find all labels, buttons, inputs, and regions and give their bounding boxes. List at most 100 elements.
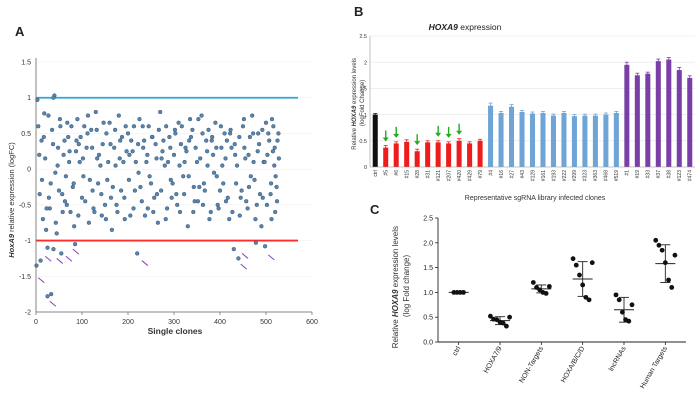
panel-a-point — [253, 217, 258, 222]
panel-c-y-axis-pre: Relative — [391, 317, 400, 348]
panel-c-point — [580, 282, 586, 288]
panel-a-point — [50, 142, 56, 147]
panel-a-point — [148, 181, 154, 186]
panel-a-point — [74, 138, 79, 143]
panel-b-x-tick-label: ctrl — [373, 170, 379, 177]
panel-b-x-tick-label: #161 — [541, 170, 547, 181]
panel-a-x-tick-label: 200 — [122, 319, 134, 326]
panel-a-point — [85, 113, 91, 118]
panel-c-point — [586, 297, 592, 303]
panel-a-point — [68, 209, 73, 215]
panel-a-point — [95, 156, 100, 161]
panel-a-point — [221, 181, 226, 186]
panel-a-point — [138, 184, 143, 190]
panel-a-point — [204, 138, 209, 143]
panel-a-point — [260, 127, 265, 132]
panel-a-point — [151, 209, 156, 215]
panel-a-point — [194, 159, 200, 165]
panel-a-point — [195, 199, 201, 204]
panel-a-point — [54, 231, 59, 236]
panel-a-point — [55, 145, 61, 150]
panel-a-point — [268, 192, 273, 197]
panel-a-point — [76, 213, 81, 218]
panel-b-x-tick-label: #207 — [446, 170, 452, 181]
panel-a-arrow — [240, 263, 248, 270]
panel-c-x-tick-label: HOXA/B/C/D — [560, 346, 586, 385]
panel-a-y-tick-label: -1.5 — [19, 274, 31, 281]
panel-c-axes — [437, 218, 686, 343]
panel-a-point — [86, 220, 92, 225]
panel-b-bar — [592, 115, 598, 167]
panel-b-y-axis-gene: HOXA9 — [352, 105, 358, 126]
panel-a-point — [211, 170, 217, 175]
panel-b-x-tick-label: #43 — [520, 170, 526, 179]
panel-a-point — [174, 192, 179, 197]
panel-b-green-arrow-head — [456, 130, 463, 135]
panel-a-point — [187, 138, 192, 143]
panel-b-y-axis-line2: (logFold Change) — [360, 80, 366, 126]
panel-a-point — [158, 188, 164, 193]
panel-a-point — [69, 124, 74, 129]
panel-a-point — [171, 152, 177, 157]
panel-a-point — [128, 213, 133, 218]
panel-a-point — [96, 152, 102, 157]
panel-c-point — [500, 320, 506, 326]
panel-a-point — [61, 152, 66, 157]
panel-a-point — [191, 209, 196, 215]
panel-a-point — [43, 156, 48, 161]
panel-c-point — [488, 313, 493, 319]
panel-b-x-tick-label: #420 — [457, 170, 463, 181]
panel-a-point — [263, 120, 269, 125]
panel-a-point — [190, 127, 195, 132]
panel-a-point — [81, 174, 86, 179]
panel-a-point — [144, 159, 149, 165]
panel-a-point — [199, 113, 204, 118]
panel-a-point — [245, 206, 250, 211]
panel-c-points — [451, 237, 678, 329]
panel-c-point — [669, 285, 675, 290]
panel-a-arrow — [141, 260, 149, 266]
panel-a-point — [152, 195, 157, 200]
panel-a-point — [75, 117, 80, 122]
panel-a-point — [233, 152, 238, 157]
panel-a-point — [73, 149, 79, 154]
panel-c-point — [530, 280, 536, 285]
panel-b-bar — [550, 115, 556, 167]
panel-a-point — [274, 184, 279, 190]
panel-a-point — [181, 192, 187, 197]
panel-a-point — [197, 184, 202, 190]
panel-a-point — [266, 131, 271, 136]
panel-a-point — [231, 247, 236, 252]
panel-b-green-arrow-head — [435, 132, 442, 137]
panel-a-point — [40, 217, 46, 222]
panel-a-point — [72, 224, 77, 229]
panel-a-point — [141, 145, 146, 150]
panel-a-point — [89, 127, 94, 132]
panel-a-arrow — [49, 300, 57, 307]
panel-c-y-axis-line2: (log Fold change) — [402, 255, 411, 318]
panel-a-point — [269, 117, 275, 122]
panel-a-point — [38, 258, 43, 263]
panel-b-title-rest: expression — [458, 22, 502, 32]
panel-b-y-tick-label: 1 — [364, 113, 367, 119]
panel-a-point — [216, 206, 221, 211]
panel-a-point — [164, 124, 169, 129]
panel-a-point — [133, 159, 138, 165]
panel-a-gridlines — [36, 61, 312, 313]
panel-a-arrows — [37, 248, 275, 307]
panel-a-point — [250, 131, 256, 136]
panel-b-bar — [655, 61, 661, 167]
panel-a-point — [67, 149, 72, 154]
panel-c-y-tick-label: 2.0 — [423, 240, 433, 247]
panel-a-x-tick-label: 0 — [34, 319, 38, 326]
panel-a-point — [34, 263, 39, 268]
panel-a-point — [118, 138, 123, 143]
panel-a-y-axis-rest: relative expression (logFC) — [7, 142, 16, 234]
panel-c-point — [507, 314, 512, 320]
panel-a-point — [72, 242, 78, 247]
panel-b-bar — [498, 113, 504, 167]
panel-a-point — [145, 152, 150, 157]
panel-a-arrow — [56, 258, 64, 264]
panel-b-x-tick-label: #474 — [688, 170, 694, 181]
panel-a-point — [234, 163, 240, 168]
